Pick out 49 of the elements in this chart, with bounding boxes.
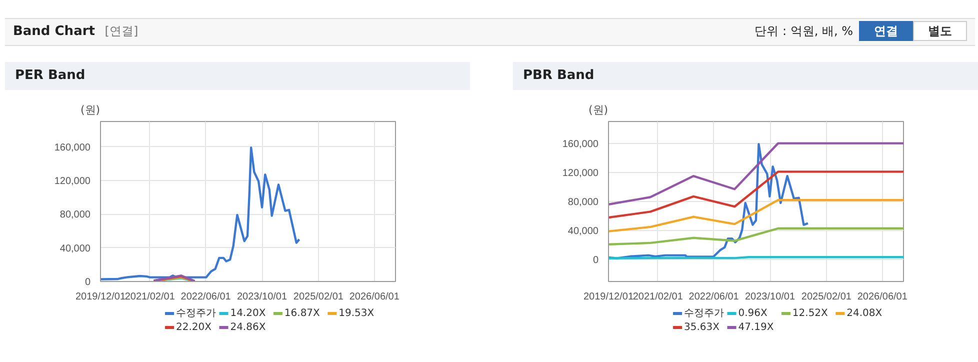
y-tick-label: 0 <box>84 277 91 288</box>
x-tick-label: 2019/12/01 <box>583 292 634 302</box>
y-tick-label: 0 <box>592 255 599 266</box>
y-axis-title: (원) <box>80 104 100 116</box>
x-tick-label: 2025/02/01 <box>801 292 852 302</box>
legend-label: 0.96X <box>738 308 768 319</box>
text: 별도 <box>913 21 967 42</box>
text: [연결] <box>104 24 138 38</box>
x-tick-label: 2022/06/01 <box>688 292 740 302</box>
legend-label: 24.08X <box>846 308 882 319</box>
x-tick-label: 2025/02/01 <box>293 292 344 302</box>
line-series <box>608 227 904 246</box>
line-series <box>608 198 904 232</box>
x-tick-label: 2026/06/01 <box>349 292 400 302</box>
legend-label: 수정주가 <box>176 308 216 319</box>
x-tick-label: 2022/06/01 <box>180 292 232 302</box>
y-tick-label: 40,000 <box>60 243 91 254</box>
legend-label: 16.87X <box>284 308 320 319</box>
legend-label: 24.86X <box>230 322 266 333</box>
y-tick-label: 160,000 <box>562 138 599 150</box>
text: 단위 : 억원, 배, % <box>754 24 853 38</box>
chart-title: PER Band <box>5 62 470 90</box>
x-tick-label: 2021/02/01 <box>124 292 176 302</box>
x-tick-label: 2021/02/01 <box>632 292 684 302</box>
line-series <box>100 146 300 280</box>
legend-label: 14.20X <box>230 308 266 319</box>
y-axis-title: (원) <box>588 104 608 116</box>
y-tick-label: 120,000 <box>54 176 91 187</box>
legend-label: 수정주가 <box>684 308 724 319</box>
line-series <box>608 142 904 206</box>
y-tick-label: 120,000 <box>562 168 599 179</box>
x-tick-label: 2019/12/01 <box>75 292 126 302</box>
x-tick-label: 2026/06/01 <box>857 292 908 302</box>
legend-label: 12.52X <box>792 308 828 319</box>
line-series <box>608 170 904 219</box>
legend-label: 19.53X <box>338 308 374 319</box>
y-tick-label: 80,000 <box>568 197 599 208</box>
line-series <box>608 142 810 260</box>
legend-label: 47.19X <box>738 322 774 333</box>
text: Band Chart <box>13 24 95 39</box>
chart-title: PBR Band <box>513 62 978 90</box>
y-tick-label: 80,000 <box>60 210 91 221</box>
y-tick-label: 40,000 <box>568 226 599 238</box>
x-tick-label: 2023/10/01 <box>744 292 796 302</box>
legend-label: 35.63X <box>684 322 720 333</box>
x-tick-label: 2023/10/01 <box>236 292 288 302</box>
text: 연결 <box>859 21 913 42</box>
y-tick-label: 160,000 <box>54 142 91 154</box>
legend-label: 22.20X <box>176 322 212 333</box>
